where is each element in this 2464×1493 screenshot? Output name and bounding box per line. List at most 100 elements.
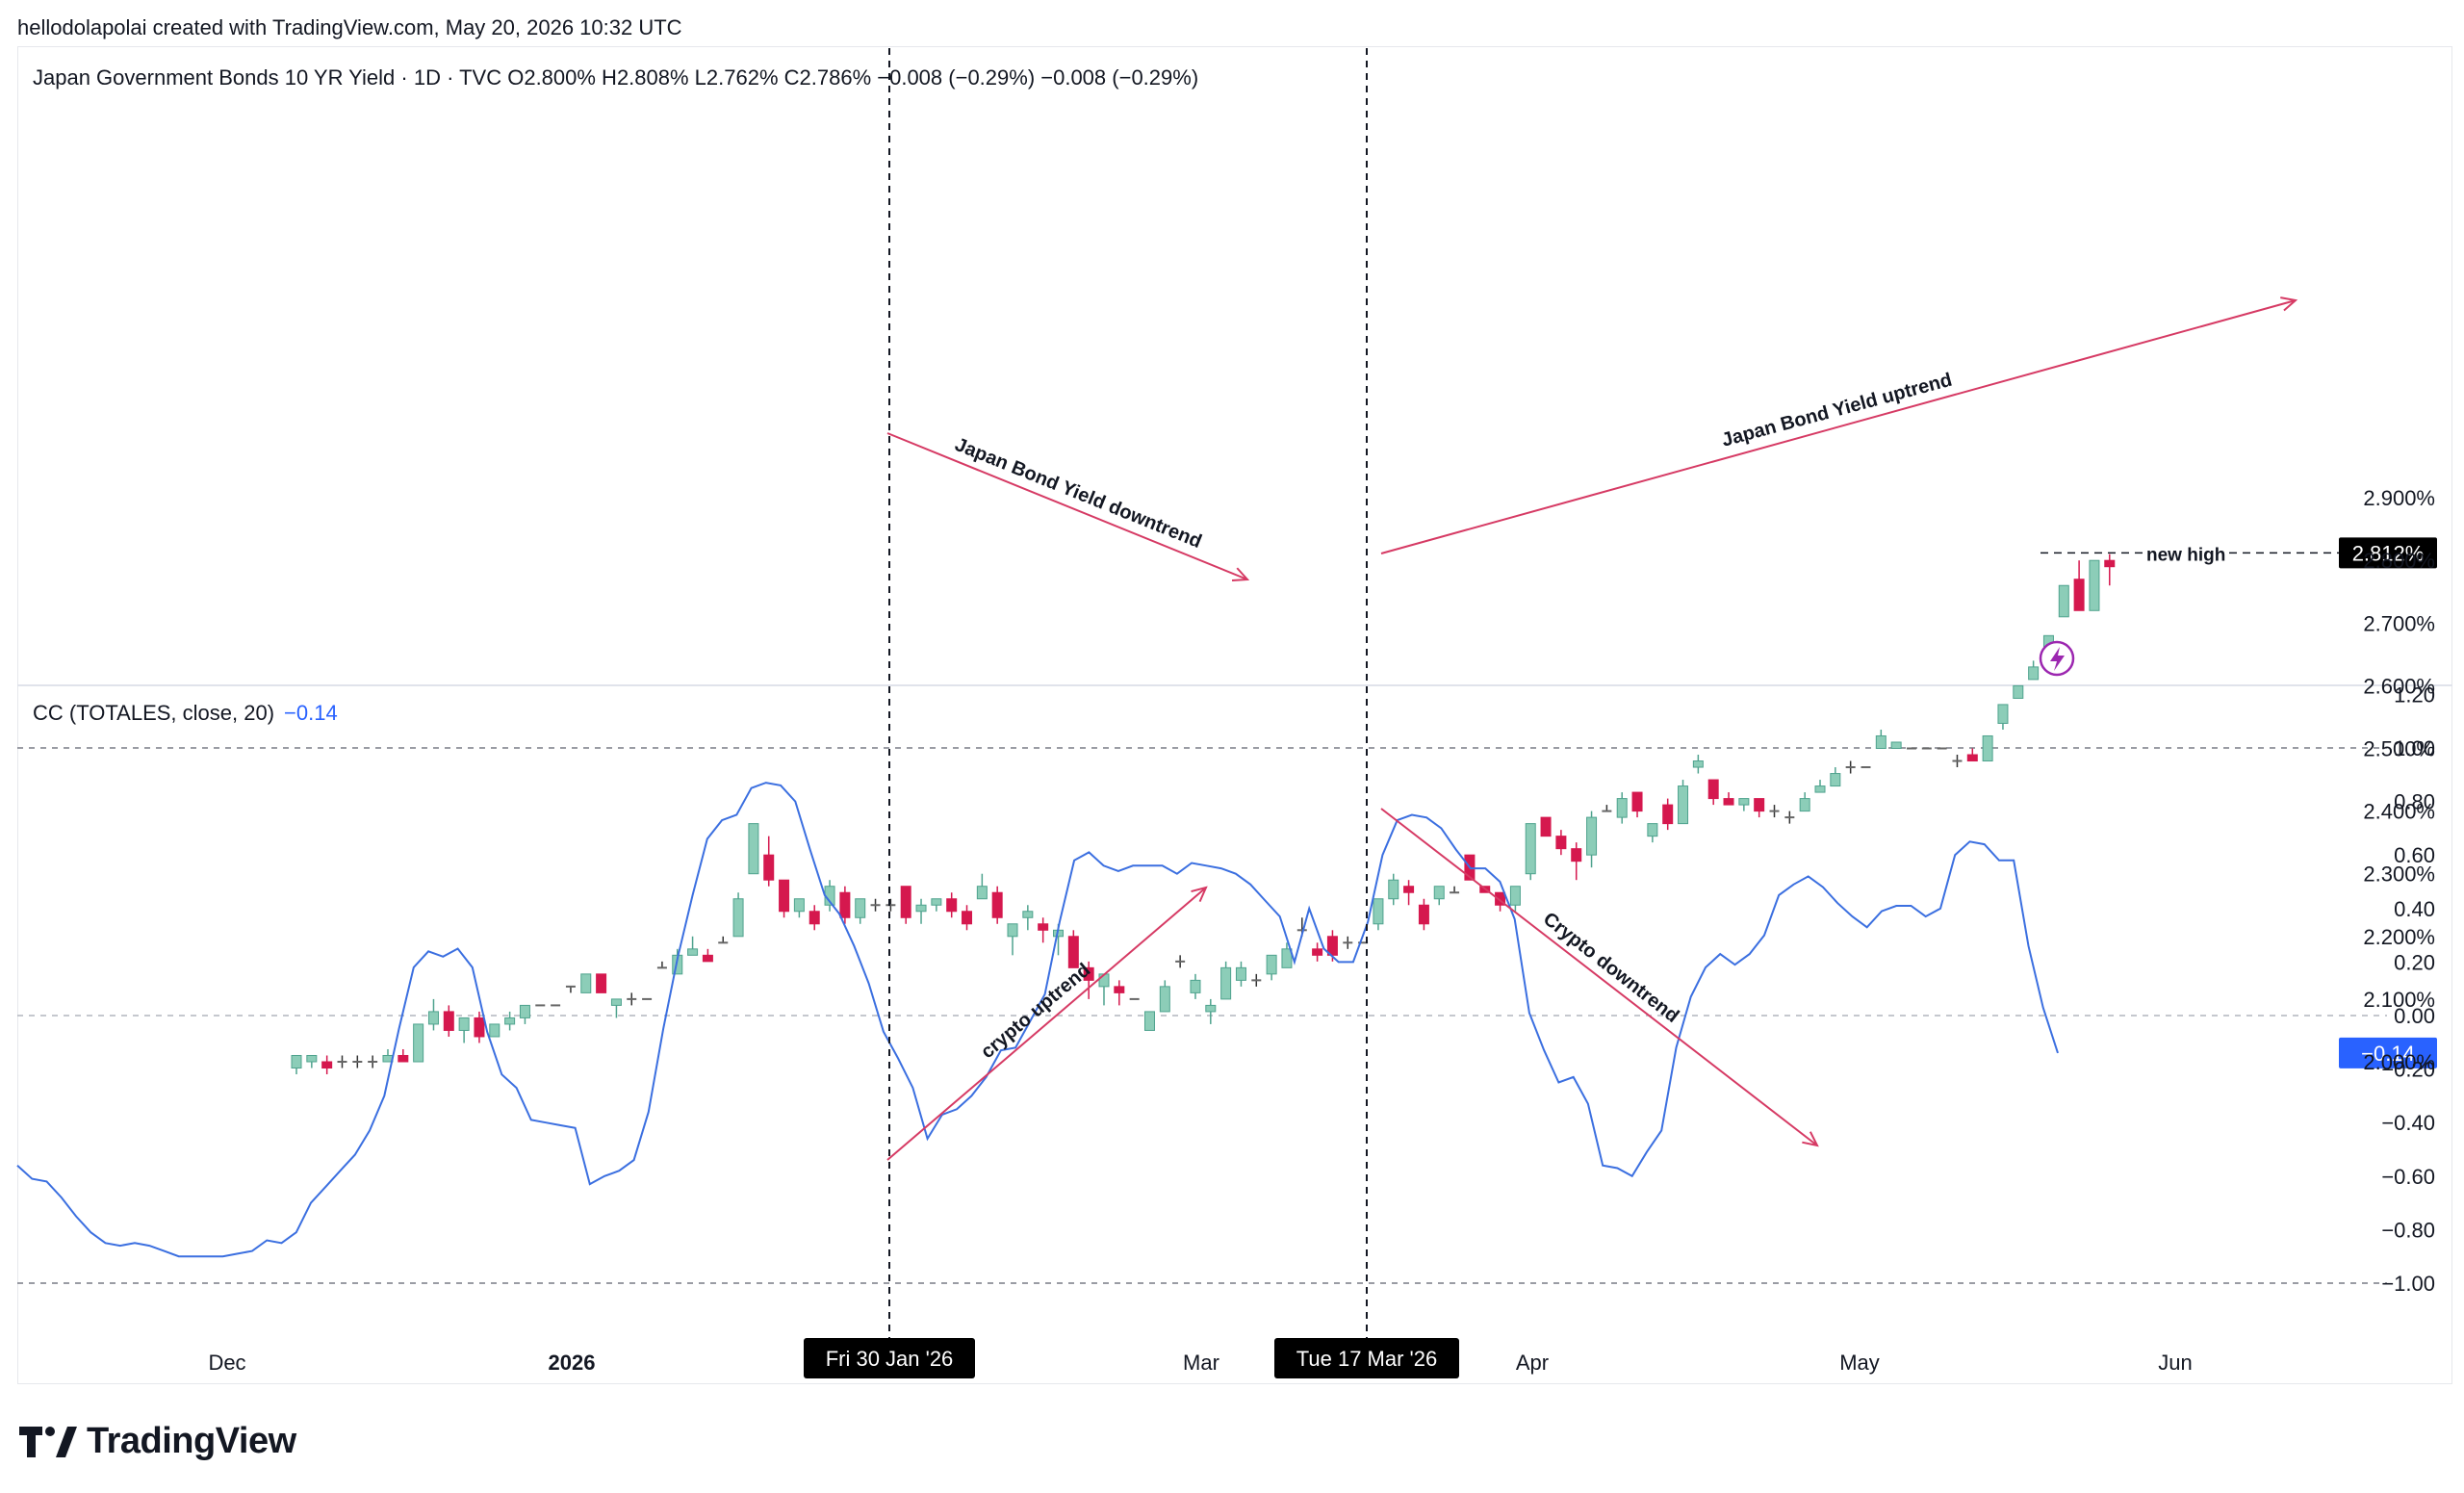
candle-body [1738, 798, 1750, 806]
candle-body [1890, 741, 1902, 749]
candle-body [1281, 948, 1293, 968]
indicator-axis-tick: 0.40 [2394, 897, 2435, 921]
candle-body [855, 898, 866, 918]
crypto-uptrend-label: crypto uptrend [977, 960, 1094, 1064]
candle-body [1571, 848, 1582, 862]
attribution-header: hellodolapolai created with TradingView.… [17, 15, 682, 39]
indicator-axis-tick: −0.60 [2381, 1165, 2435, 1189]
candle-body [1190, 979, 1201, 993]
candle-body [504, 1017, 516, 1025]
price-axis-tick: 2.500% [2363, 737, 2435, 761]
candle-body [1373, 898, 1384, 925]
candle-body [976, 886, 988, 900]
price-axis-tick: 2.300% [2363, 862, 2435, 887]
candle-body [519, 1004, 530, 1018]
candle-body [1388, 879, 1399, 900]
candle-body [1007, 923, 1018, 938]
candle-body [1266, 954, 1277, 975]
price-axis-tick: 2.200% [2363, 925, 2435, 949]
tradingview-logo-text: TradingView [87, 1421, 296, 1461]
last-price-badge [2339, 537, 2437, 569]
candle-body [1067, 936, 1079, 968]
candle-body [458, 1017, 470, 1031]
crypto-downtrend-label: Crypto downtrend [1539, 909, 1682, 1027]
candle-body [1495, 891, 1506, 906]
candle-body [1235, 966, 1246, 981]
candle-body [1799, 798, 1810, 812]
candle-body [915, 904, 927, 913]
price-legend: Japan Government Bonds 10 YR Yield · 1D … [33, 65, 1199, 90]
new-high-label: new high [2146, 545, 2225, 565]
candle-body [1662, 804, 1674, 825]
indicator-axis-tick: −0.20 [2381, 1058, 2435, 1082]
candle-body [580, 973, 592, 993]
candle-body [900, 886, 911, 918]
crypto-downtrend-arrow [1380, 808, 1818, 1146]
candle-body [1616, 798, 1628, 818]
candle-body [1723, 798, 1734, 806]
candle-body [2013, 684, 2024, 699]
candle-body [443, 1011, 454, 1031]
indicator-axis-tick: −1.00 [2381, 1272, 2435, 1296]
candle-body [1814, 785, 1826, 793]
x-axis-label: Dec [208, 1351, 245, 1375]
price-axis-tick: 2.400% [2363, 800, 2435, 824]
candle-body [839, 891, 851, 918]
correlation-line [16, 782, 2059, 1258]
cc-series-line [16, 782, 2059, 1258]
crypto-downtrend-arrow-head [1802, 1131, 1819, 1147]
x-axis-label: Mar [1183, 1351, 1219, 1375]
tradingview-logo[interactable]: TradingView [19, 1421, 296, 1462]
candle-body [1555, 836, 1567, 850]
candle-body [1754, 798, 1765, 812]
x-axis-label: Jun [2158, 1351, 2192, 1375]
candle-body [1982, 734, 1993, 762]
candle-body [474, 1017, 485, 1038]
candle-body [1418, 904, 1429, 925]
candle-body [2073, 579, 2085, 611]
candle-body [1692, 760, 1704, 768]
crosshair-date-badge [1274, 1338, 1459, 1378]
lightning-icon [2039, 640, 2075, 677]
indicator-axis-tick: 0.60 [2394, 843, 2435, 867]
candle-body [489, 1023, 500, 1038]
x-axis-label: Apr [1516, 1351, 1549, 1375]
candle-body [1312, 948, 1323, 956]
candle-body [763, 854, 775, 881]
candle-body [793, 898, 805, 913]
candle-body [1433, 886, 1445, 900]
candle-body [808, 911, 820, 925]
candle-body [291, 1054, 302, 1069]
candle-body [1403, 886, 1415, 893]
candle-body [748, 823, 759, 875]
indicator-axis-tick: 0.80 [2394, 790, 2435, 814]
x-axis-label: May [1839, 1351, 1880, 1375]
candle-body [2104, 559, 2116, 568]
candle-body [306, 1054, 318, 1063]
candle-body [732, 898, 744, 938]
candle-body [1159, 986, 1170, 1013]
price-axis-tick: 2.800% [2363, 549, 2435, 573]
last-price-text: 2.812% [2352, 541, 2425, 565]
price-candles [291, 553, 2116, 1075]
indicator-axis-tick: −0.80 [2381, 1218, 2435, 1242]
price-axis-tick: 2.700% [2363, 611, 2435, 635]
price-axis-tick: 2.600% [2363, 674, 2435, 698]
candle-body [1038, 923, 1049, 931]
tradingview-logo-icon [19, 1426, 77, 1457]
candle-body [413, 1023, 424, 1063]
candle-body [1525, 823, 1536, 875]
candle-body [1707, 779, 1719, 800]
candle-body [1586, 816, 1598, 856]
candle-body [1083, 966, 1094, 981]
indicator-axis-tick: 0.20 [2394, 950, 2435, 974]
indicator-value-text: −0.14 [2361, 1042, 2415, 1066]
bond-uptrend-arrow-head [2280, 296, 2298, 312]
crosshair-date-badge [804, 1338, 975, 1378]
bond-uptrend-label: Japan Bond Yield uptrend [1719, 370, 1954, 451]
x-axis-label: 2026 [549, 1351, 596, 1375]
candle-body [427, 1011, 439, 1025]
candle-body [1143, 1011, 1155, 1031]
candle-body [962, 911, 973, 925]
